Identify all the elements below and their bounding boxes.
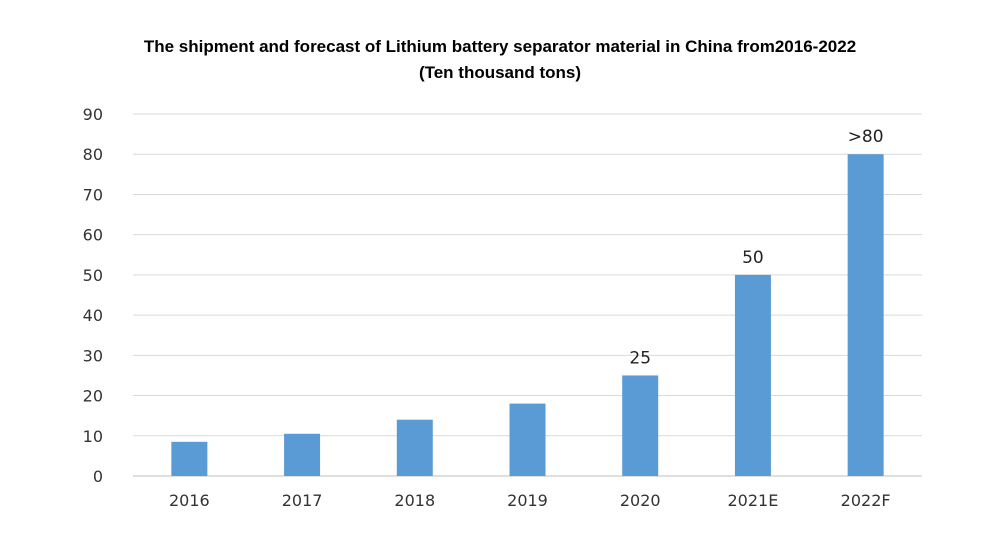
x-tick-label: 2019 (507, 491, 548, 510)
x-tick-label: 2016 (169, 491, 210, 510)
data-label: 50 (742, 248, 764, 268)
bar (171, 441, 208, 476)
bar (622, 375, 659, 476)
y-tick-label: 40 (83, 306, 103, 325)
y-tick-label: 20 (83, 387, 103, 406)
bar (284, 433, 321, 476)
x-tick-label: 2021E (728, 491, 779, 510)
y-tick-label: 60 (83, 226, 103, 245)
data-label: >80 (848, 127, 884, 147)
y-tick-label: 50 (83, 266, 103, 285)
y-tick-label: 30 (83, 346, 103, 365)
x-tick-label: 2022F (841, 491, 891, 510)
x-tick-label: 2018 (394, 491, 435, 510)
y-tick-label: 10 (83, 427, 103, 446)
y-tick-label: 70 (83, 185, 103, 204)
chart-title: The shipment and forecast of Lithium bat… (143, 37, 857, 56)
data-label: 25 (629, 348, 651, 368)
y-tick-label: 90 (83, 105, 103, 124)
x-tick-label: 2020 (620, 491, 661, 510)
chart-subtitle: (Ten thousand tons) (418, 63, 582, 82)
x-tick-label: 2017 (282, 491, 323, 510)
bar (396, 419, 433, 476)
bar (734, 274, 771, 476)
bar (509, 403, 546, 476)
y-tick-label: 0 (93, 467, 103, 486)
bar (847, 154, 884, 476)
y-tick-label: 80 (83, 145, 103, 164)
